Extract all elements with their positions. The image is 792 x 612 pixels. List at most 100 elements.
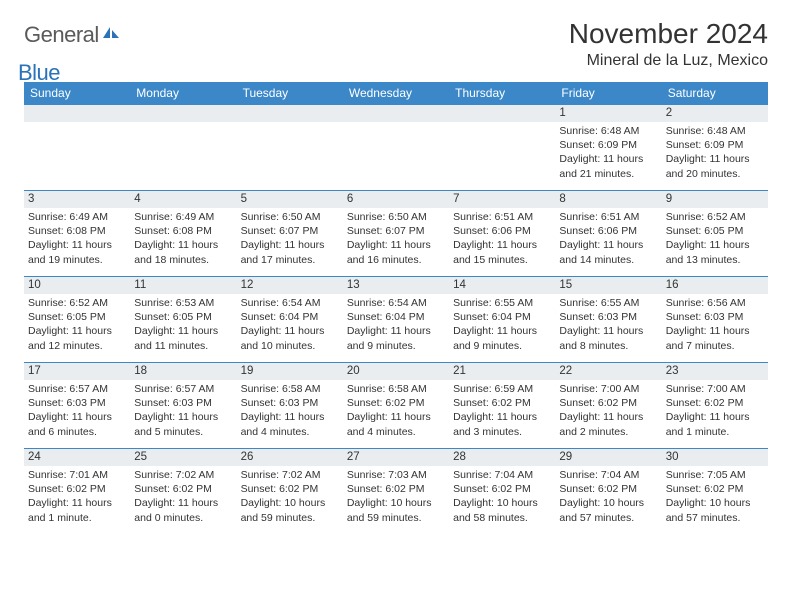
daylight-text: Daylight: 10 hours and 57 minutes. bbox=[666, 496, 764, 524]
sunrise-text: Sunrise: 7:00 AM bbox=[666, 382, 764, 396]
sunset-text: Sunset: 6:02 PM bbox=[28, 482, 126, 496]
day-number: 22 bbox=[555, 362, 661, 380]
sunset-text: Sunset: 6:07 PM bbox=[241, 224, 339, 238]
daylight-text: Daylight: 11 hours and 15 minutes. bbox=[453, 238, 551, 266]
day-details: Sunrise: 6:50 AMSunset: 6:07 PMDaylight:… bbox=[343, 208, 449, 271]
day-number: 17 bbox=[24, 362, 130, 380]
sunrise-text: Sunrise: 7:01 AM bbox=[28, 468, 126, 482]
daylight-text: Daylight: 11 hours and 20 minutes. bbox=[666, 152, 764, 180]
daylight-text: Daylight: 11 hours and 1 minute. bbox=[666, 410, 764, 438]
day-number: 26 bbox=[237, 448, 343, 466]
sunrise-text: Sunrise: 6:56 AM bbox=[666, 296, 764, 310]
calendar-day-cell: 7Sunrise: 6:51 AMSunset: 6:06 PMDaylight… bbox=[449, 190, 555, 276]
weekday-header: Monday bbox=[130, 82, 236, 104]
sunrise-text: Sunrise: 6:49 AM bbox=[28, 210, 126, 224]
daylight-text: Daylight: 11 hours and 19 minutes. bbox=[28, 238, 126, 266]
calendar-day-cell bbox=[24, 104, 130, 190]
sunset-text: Sunset: 6:04 PM bbox=[347, 310, 445, 324]
calendar-day-cell: 4Sunrise: 6:49 AMSunset: 6:08 PMDaylight… bbox=[130, 190, 236, 276]
day-number: 25 bbox=[130, 448, 236, 466]
day-details: Sunrise: 7:04 AMSunset: 6:02 PMDaylight:… bbox=[555, 466, 661, 529]
sunrise-text: Sunrise: 7:02 AM bbox=[241, 468, 339, 482]
day-details: Sunrise: 7:02 AMSunset: 6:02 PMDaylight:… bbox=[237, 466, 343, 529]
sunset-text: Sunset: 6:05 PM bbox=[28, 310, 126, 324]
day-details: Sunrise: 7:05 AMSunset: 6:02 PMDaylight:… bbox=[662, 466, 768, 529]
daylight-text: Daylight: 11 hours and 14 minutes. bbox=[559, 238, 657, 266]
calendar-day-cell: 6Sunrise: 6:50 AMSunset: 6:07 PMDaylight… bbox=[343, 190, 449, 276]
sunset-text: Sunset: 6:03 PM bbox=[666, 310, 764, 324]
day-number: 8 bbox=[555, 190, 661, 208]
day-details: Sunrise: 6:52 AMSunset: 6:05 PMDaylight:… bbox=[662, 208, 768, 271]
sunset-text: Sunset: 6:02 PM bbox=[453, 396, 551, 410]
sunset-text: Sunset: 6:05 PM bbox=[134, 310, 232, 324]
sunrise-text: Sunrise: 7:00 AM bbox=[559, 382, 657, 396]
day-details: Sunrise: 7:00 AMSunset: 6:02 PMDaylight:… bbox=[555, 380, 661, 443]
day-number: 10 bbox=[24, 276, 130, 294]
sunset-text: Sunset: 6:02 PM bbox=[453, 482, 551, 496]
sunset-text: Sunset: 6:02 PM bbox=[666, 396, 764, 410]
daylight-text: Daylight: 11 hours and 9 minutes. bbox=[453, 324, 551, 352]
calendar-day-cell: 1Sunrise: 6:48 AMSunset: 6:09 PMDaylight… bbox=[555, 104, 661, 190]
daylight-text: Daylight: 11 hours and 6 minutes. bbox=[28, 410, 126, 438]
day-details: Sunrise: 6:50 AMSunset: 6:07 PMDaylight:… bbox=[237, 208, 343, 271]
daylight-text: Daylight: 11 hours and 18 minutes. bbox=[134, 238, 232, 266]
day-details: Sunrise: 6:54 AMSunset: 6:04 PMDaylight:… bbox=[343, 294, 449, 357]
weekday-header: Wednesday bbox=[343, 82, 449, 104]
day-number: 2 bbox=[662, 104, 768, 122]
day-number: 30 bbox=[662, 448, 768, 466]
day-number: 9 bbox=[662, 190, 768, 208]
daylight-text: Daylight: 10 hours and 58 minutes. bbox=[453, 496, 551, 524]
daylight-text: Daylight: 11 hours and 17 minutes. bbox=[241, 238, 339, 266]
daylight-text: Daylight: 10 hours and 57 minutes. bbox=[559, 496, 657, 524]
calendar-week-row: 1Sunrise: 6:48 AMSunset: 6:09 PMDaylight… bbox=[24, 104, 768, 190]
calendar-day-cell: 23Sunrise: 7:00 AMSunset: 6:02 PMDayligh… bbox=[662, 362, 768, 448]
sunset-text: Sunset: 6:03 PM bbox=[241, 396, 339, 410]
calendar-day-cell: 3Sunrise: 6:49 AMSunset: 6:08 PMDaylight… bbox=[24, 190, 130, 276]
sunset-text: Sunset: 6:09 PM bbox=[559, 138, 657, 152]
day-details: Sunrise: 6:51 AMSunset: 6:06 PMDaylight:… bbox=[555, 208, 661, 271]
daylight-text: Daylight: 11 hours and 21 minutes. bbox=[559, 152, 657, 180]
calendar-day-cell bbox=[343, 104, 449, 190]
page-header: General Blue November 2024 Mineral de la… bbox=[24, 18, 768, 74]
day-number: 5 bbox=[237, 190, 343, 208]
daylight-text: Daylight: 11 hours and 3 minutes. bbox=[453, 410, 551, 438]
day-details: Sunrise: 6:48 AMSunset: 6:09 PMDaylight:… bbox=[662, 122, 768, 185]
brand-part2: Blue bbox=[18, 60, 117, 86]
calendar-day-cell: 19Sunrise: 6:58 AMSunset: 6:03 PMDayligh… bbox=[237, 362, 343, 448]
calendar-day-cell: 2Sunrise: 6:48 AMSunset: 6:09 PMDaylight… bbox=[662, 104, 768, 190]
daylight-text: Daylight: 10 hours and 59 minutes. bbox=[347, 496, 445, 524]
day-number: 13 bbox=[343, 276, 449, 294]
empty-day-band bbox=[237, 104, 343, 122]
day-number: 24 bbox=[24, 448, 130, 466]
daylight-text: Daylight: 11 hours and 8 minutes. bbox=[559, 324, 657, 352]
sunrise-text: Sunrise: 6:49 AM bbox=[134, 210, 232, 224]
day-details: Sunrise: 6:53 AMSunset: 6:05 PMDaylight:… bbox=[130, 294, 236, 357]
daylight-text: Daylight: 11 hours and 12 minutes. bbox=[28, 324, 126, 352]
day-number: 7 bbox=[449, 190, 555, 208]
day-details: Sunrise: 6:49 AMSunset: 6:08 PMDaylight:… bbox=[24, 208, 130, 271]
sunrise-text: Sunrise: 6:58 AM bbox=[241, 382, 339, 396]
sunrise-text: Sunrise: 6:50 AM bbox=[241, 210, 339, 224]
daylight-text: Daylight: 11 hours and 0 minutes. bbox=[134, 496, 232, 524]
daylight-text: Daylight: 11 hours and 11 minutes. bbox=[134, 324, 232, 352]
calendar-day-cell: 10Sunrise: 6:52 AMSunset: 6:05 PMDayligh… bbox=[24, 276, 130, 362]
title-block: November 2024 Mineral de la Luz, Mexico bbox=[569, 18, 768, 70]
sunrise-text: Sunrise: 6:54 AM bbox=[347, 296, 445, 310]
calendar-day-cell: 13Sunrise: 6:54 AMSunset: 6:04 PMDayligh… bbox=[343, 276, 449, 362]
day-details: Sunrise: 7:04 AMSunset: 6:02 PMDaylight:… bbox=[449, 466, 555, 529]
day-number: 27 bbox=[343, 448, 449, 466]
day-number: 16 bbox=[662, 276, 768, 294]
sunrise-text: Sunrise: 7:05 AM bbox=[666, 468, 764, 482]
calendar-week-row: 10Sunrise: 6:52 AMSunset: 6:05 PMDayligh… bbox=[24, 276, 768, 362]
sunrise-text: Sunrise: 7:02 AM bbox=[134, 468, 232, 482]
sunset-text: Sunset: 6:08 PM bbox=[28, 224, 126, 238]
sunrise-text: Sunrise: 6:55 AM bbox=[559, 296, 657, 310]
daylight-text: Daylight: 11 hours and 10 minutes. bbox=[241, 324, 339, 352]
sunrise-text: Sunrise: 6:48 AM bbox=[559, 124, 657, 138]
day-details: Sunrise: 6:49 AMSunset: 6:08 PMDaylight:… bbox=[130, 208, 236, 271]
sunrise-text: Sunrise: 6:57 AM bbox=[134, 382, 232, 396]
calendar-day-cell: 21Sunrise: 6:59 AMSunset: 6:02 PMDayligh… bbox=[449, 362, 555, 448]
sunrise-text: Sunrise: 6:51 AM bbox=[559, 210, 657, 224]
day-details: Sunrise: 6:57 AMSunset: 6:03 PMDaylight:… bbox=[24, 380, 130, 443]
day-number: 14 bbox=[449, 276, 555, 294]
